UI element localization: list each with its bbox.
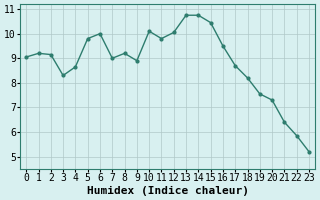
X-axis label: Humidex (Indice chaleur): Humidex (Indice chaleur) bbox=[87, 186, 249, 196]
